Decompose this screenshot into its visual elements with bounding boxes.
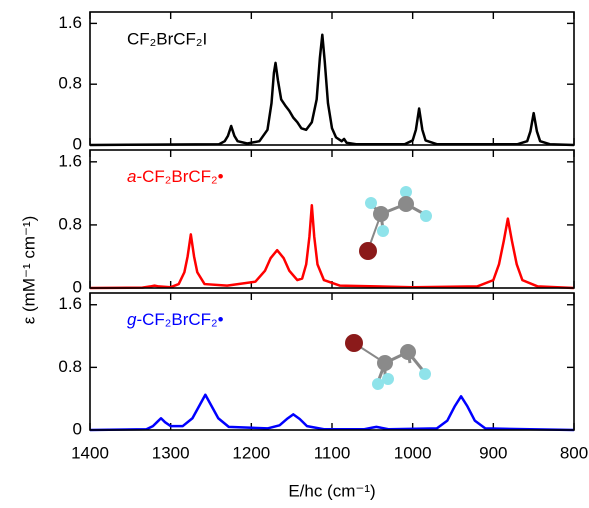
y-tick-label: 0.8 (58, 357, 82, 376)
x-tick-label: 1300 (152, 443, 190, 462)
y-tick-label: 0.8 (58, 74, 82, 93)
y-tick-label: 1.6 (58, 151, 82, 170)
x-tick-label: 800 (560, 443, 588, 462)
panel-title: g-CF₂BrCF₂• (127, 310, 224, 329)
molecule-anti (359, 186, 432, 260)
x-tick-label: 1400 (71, 443, 109, 462)
panel-title: a-CF₂BrCF₂• (127, 167, 224, 186)
spectrum-line (90, 205, 574, 288)
chart: 00.81.6CF₂BrCF₂I00.81.6a-CF₂BrCF₂•ε (mM⁻… (0, 0, 589, 508)
y-axis-label: ε (mM⁻¹ cm⁻¹) (19, 216, 38, 325)
x-tick-label: 1100 (314, 443, 351, 462)
y-tick-label: 0.8 (58, 214, 82, 233)
x-tick-label: 1000 (394, 443, 432, 462)
panel-title: CF₂BrCF₂I (127, 29, 207, 48)
y-tick-label: 1.6 (58, 294, 82, 313)
x-tick-label: 900 (479, 443, 507, 462)
y-tick-label: 1.6 (58, 13, 82, 32)
x-tick-label: 1200 (232, 443, 270, 462)
spectrum-line (90, 35, 574, 145)
x-axis-label: E/hc (cm⁻¹) (288, 481, 375, 500)
molecule-gauche (345, 334, 431, 390)
y-tick-label: 0 (73, 419, 82, 438)
